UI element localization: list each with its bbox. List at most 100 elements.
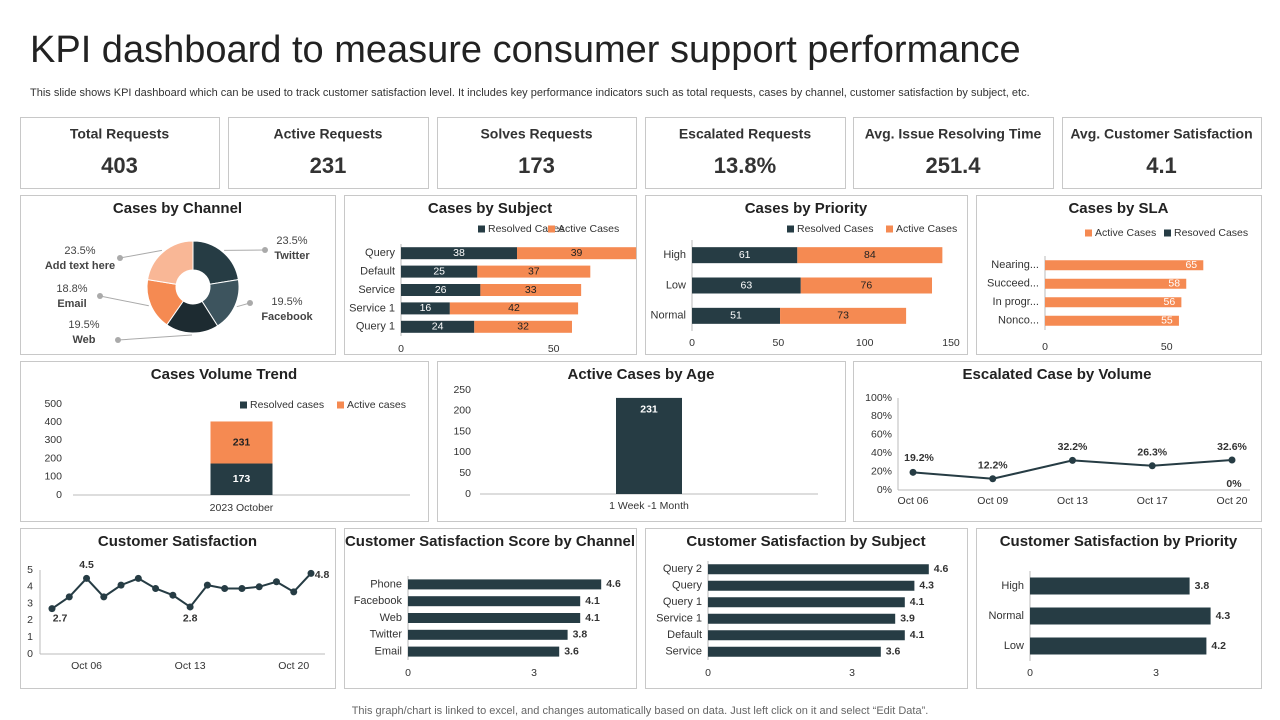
value-label: 73: [837, 310, 849, 322]
point: [169, 591, 177, 599]
value-label: 3.8: [573, 629, 588, 641]
x-tick-label: 50: [548, 343, 560, 355]
bar: [401, 302, 450, 315]
value-label: 33: [525, 284, 537, 296]
x-tick-label: 0: [398, 343, 404, 355]
legend-swatch: [240, 401, 247, 409]
x-tick-label: 150: [942, 337, 960, 349]
leader-dot: [97, 293, 103, 299]
value-label: 4.3: [919, 580, 934, 592]
value-label: 84: [864, 249, 876, 261]
x-tick-label: Oct 20: [278, 660, 309, 672]
legend-swatch: [478, 225, 485, 233]
kpi-label: Avg. Customer Satisfaction: [1070, 126, 1252, 142]
kpi-value: 231: [310, 153, 347, 178]
kpi-card: [853, 117, 1054, 189]
x-tick-label: 3: [531, 667, 537, 679]
x-tick-label: 0: [405, 667, 411, 679]
donut-slice: [147, 240, 194, 285]
y-tick-label: 80%: [871, 410, 892, 422]
value-label: 12.2%: [978, 460, 1008, 472]
category-label: 2023 October: [210, 502, 274, 514]
legend-label: Active Cases: [896, 223, 957, 235]
category-label: Query 1: [663, 596, 702, 608]
point: [1069, 456, 1076, 464]
panel: [645, 195, 968, 355]
category-label: High: [663, 249, 686, 261]
bar: [408, 646, 560, 657]
bar: [408, 613, 581, 623]
category-label: In progr...: [993, 296, 1039, 308]
value-label: 24: [432, 321, 444, 333]
leader-dot: [262, 247, 268, 253]
value-label: 4.2: [1211, 640, 1226, 652]
value-label: 37: [528, 265, 540, 277]
category-label: Query: [365, 247, 395, 259]
category-label: Succeed...: [987, 278, 1039, 290]
value-label: 231: [233, 436, 251, 448]
kpi-value: 403: [101, 153, 138, 178]
category-label: Low: [666, 279, 686, 291]
leader-line: [117, 334, 193, 341]
bar: [449, 302, 579, 315]
x-tick-label: 50: [1161, 341, 1173, 353]
slice-value-label: 19.5%: [271, 296, 302, 308]
y-tick-label: 40%: [871, 447, 892, 459]
bar: [480, 284, 582, 296]
value-label: 42: [508, 302, 520, 314]
point: [307, 569, 315, 577]
y-tick-label: 500: [44, 398, 62, 410]
value-label: 61: [739, 249, 751, 261]
value-label: 3.6: [564, 645, 579, 657]
category-label: Email: [374, 646, 402, 658]
kpi-value: 13.8%: [714, 153, 776, 178]
point: [65, 593, 73, 601]
bar: [708, 580, 915, 591]
page-subtitle: This slide shows KPI dashboard which can…: [30, 87, 1030, 99]
bar: [1030, 637, 1207, 655]
bar: [692, 277, 801, 294]
leader-line: [99, 295, 149, 307]
value-label: 4.8: [315, 569, 330, 581]
y-tick-label: 200: [44, 452, 62, 464]
value-label: 26: [435, 284, 447, 296]
bar: [692, 247, 798, 264]
slice-name: Add text here: [45, 260, 115, 272]
value-label: 32.6%: [1217, 441, 1247, 453]
slice-name: Facebook: [261, 311, 313, 323]
y-tick-label: 250: [453, 384, 471, 396]
bar: [1045, 315, 1179, 326]
value-label: 4.1: [910, 629, 925, 641]
y-tick-label: 50: [459, 467, 471, 479]
panel: [645, 528, 968, 689]
bar: [408, 579, 602, 590]
page-title: KPI dashboard to measure consumer suppor…: [30, 29, 1021, 71]
value-label: 76: [861, 279, 873, 291]
chart-title: Customer Satisfaction by Subject: [686, 533, 925, 550]
bar: [401, 265, 478, 278]
annotation: 0%: [1226, 478, 1242, 490]
category-label: 1 Week -1 Month: [609, 500, 689, 512]
x-tick-label: 0: [705, 667, 711, 679]
line: [51, 572, 312, 610]
legend-swatch: [548, 225, 555, 233]
bar: [616, 397, 682, 494]
bar: [477, 265, 591, 278]
value-label: 3.9: [900, 613, 915, 625]
value-label: 38: [453, 247, 465, 259]
value-label: 4.1: [910, 596, 925, 608]
category-label: Query 1: [356, 321, 395, 333]
kpi-label: Escalated Requests: [679, 126, 811, 142]
chart-title: Active Cases by Age: [567, 366, 714, 383]
kpi-label: Total Requests: [70, 126, 170, 142]
panel: [853, 361, 1262, 522]
y-tick-label: 0%: [877, 484, 892, 496]
point: [186, 603, 194, 611]
leader-dot: [247, 300, 253, 306]
chart-title: Customer Satisfaction: [98, 533, 257, 550]
slice-value-label: 23.5%: [64, 245, 95, 257]
legend-label: Active cases: [347, 399, 406, 411]
y-tick-label: 400: [44, 416, 62, 428]
